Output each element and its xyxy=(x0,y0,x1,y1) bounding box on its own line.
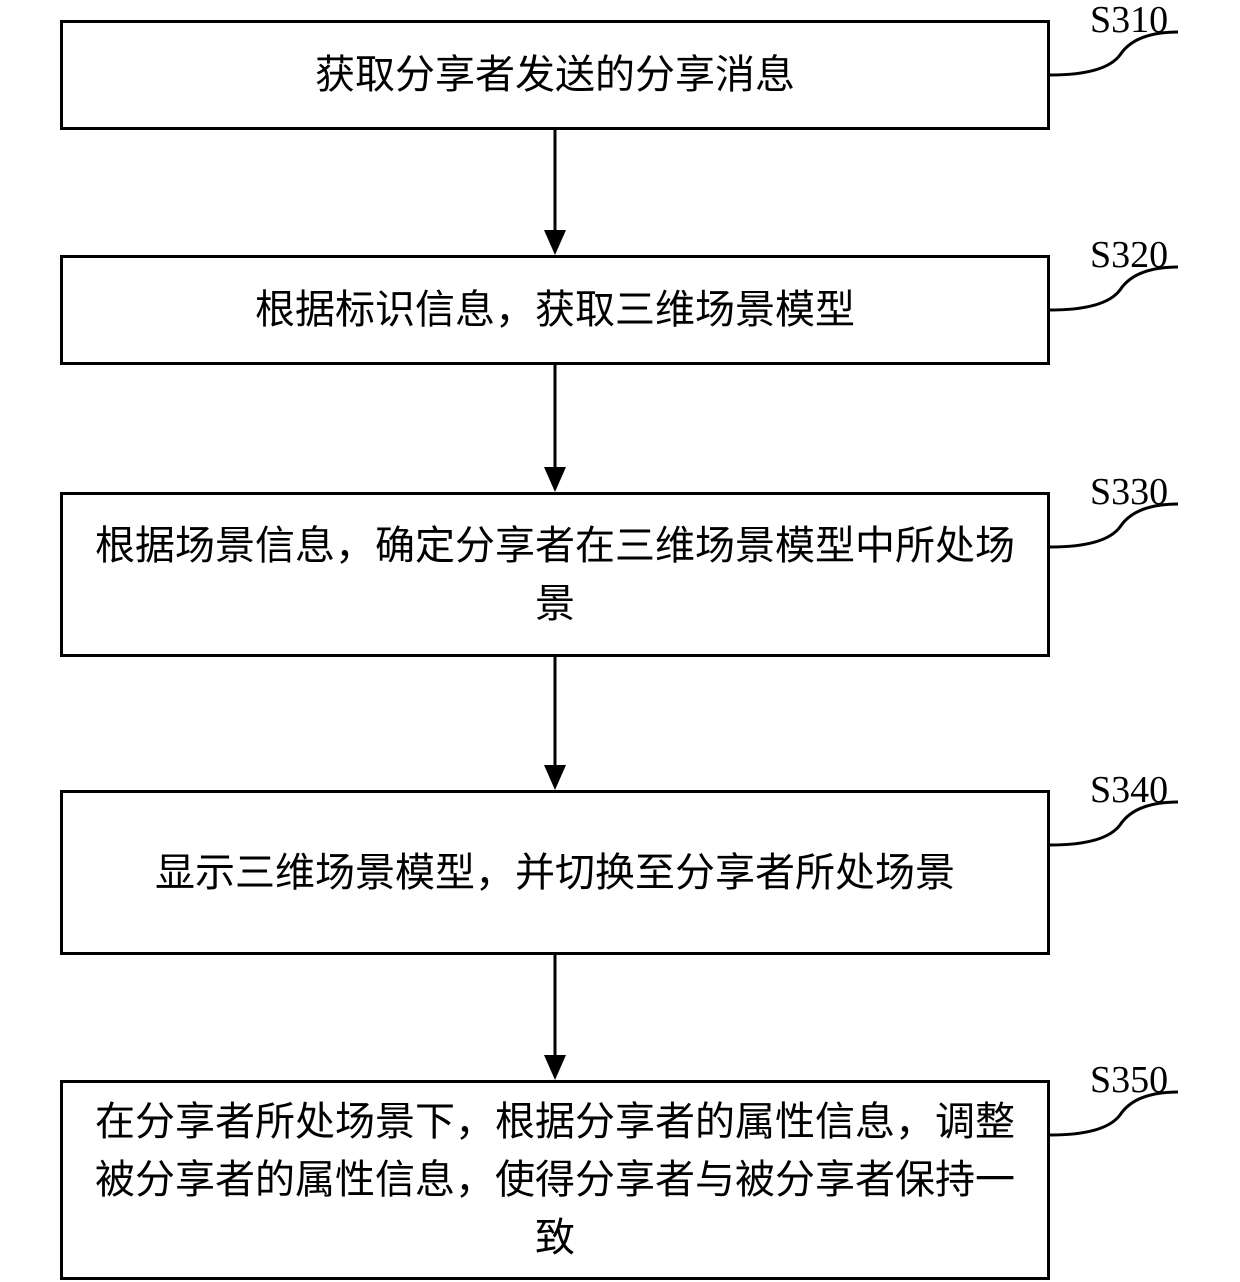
arrow-s310-s320 xyxy=(530,130,580,255)
node-text: 在分享者所处场景下，根据分享者的属性信息，调整被分享者的属性信息，使得分享者与被… xyxy=(93,1093,1017,1267)
step-label-s350: S350 xyxy=(1090,1058,1168,1102)
arrow-s320-s330 xyxy=(530,365,580,492)
flowchart-node-s310: 获取分享者发送的分享消息 xyxy=(60,20,1050,130)
node-text: 获取分享者发送的分享消息 xyxy=(315,46,795,104)
step-label-s310: S310 xyxy=(1090,0,1168,42)
step-label-s340: S340 xyxy=(1090,768,1168,812)
node-text: 根据场景信息，确定分享者在三维场景模型中所处场景 xyxy=(93,517,1017,633)
flowchart-node-s340: 显示三维场景模型，并切换至分享者所处场景 xyxy=(60,790,1050,955)
flowchart-node-s350: 在分享者所处场景下，根据分享者的属性信息，调整被分享者的属性信息，使得分享者与被… xyxy=(60,1080,1050,1280)
node-text: 显示三维场景模型，并切换至分享者所处场景 xyxy=(155,844,955,902)
arrow-s340-s350 xyxy=(530,955,580,1080)
node-text: 根据标识信息，获取三维场景模型 xyxy=(255,281,855,339)
step-label-s330: S330 xyxy=(1090,470,1168,514)
arrow-s330-s340 xyxy=(530,657,580,790)
flowchart-node-s320: 根据标识信息，获取三维场景模型 xyxy=(60,255,1050,365)
step-label-s320: S320 xyxy=(1090,233,1168,277)
flowchart-node-s330: 根据场景信息，确定分享者在三维场景模型中所处场景 xyxy=(60,492,1050,657)
